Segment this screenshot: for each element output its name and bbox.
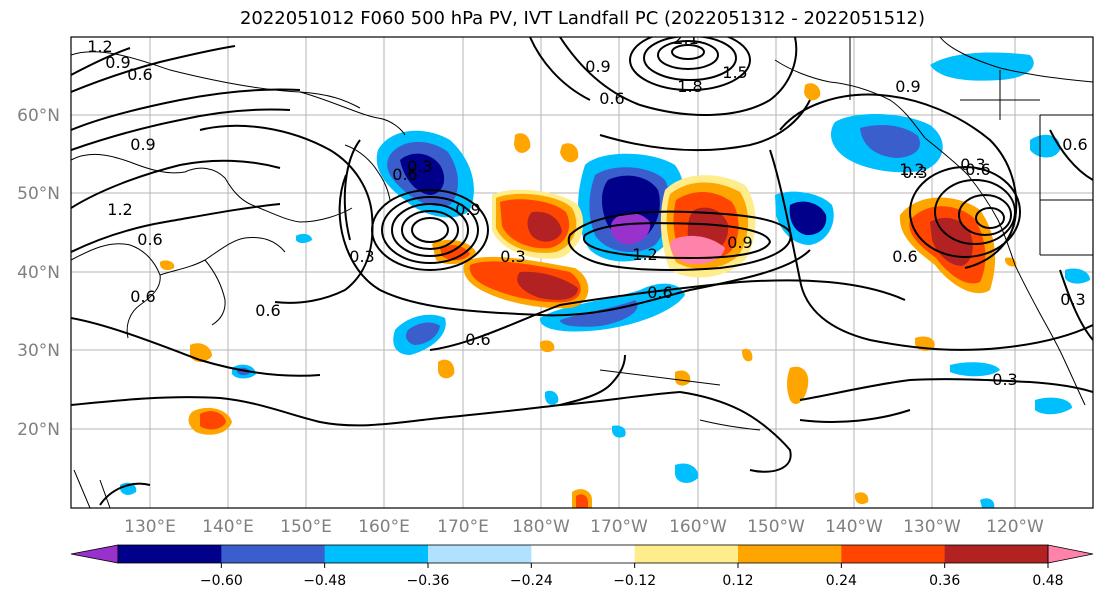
colorbar-tick-label: 0.36 [929,573,960,589]
latitude-label: 50°N [17,184,60,204]
pv-contours [71,37,1093,506]
colorbar-tick-label: −0.48 [303,573,346,589]
contour-label: 2.1 [673,29,698,48]
contour-label: 0.6 [892,247,917,266]
contour-label: 1.2 [87,37,112,56]
contour-label: 0.3 [902,163,927,182]
colorbar-segment [944,545,1049,563]
contour-label: 0.9 [455,200,480,219]
contour-label: 0.9 [895,77,920,96]
contour-label: 1.5 [722,63,747,82]
contour-labels: 1.20.90.60.91.20.60.60.60.30.90.3 1.20.90… [87,29,1087,389]
contour-label: 0.6 [137,230,162,249]
contour-label: 1.2 [899,160,924,179]
contour-label: 1.2 [632,245,657,264]
contour-label: 0.9 [727,233,752,252]
colorbar [70,544,1094,564]
latitude-label: 40°N [17,263,60,283]
contour-label: 0.6 [392,165,417,184]
colorbar-extend-max [1047,544,1094,564]
contour-label: 1.2 [107,200,132,219]
contour-label: 0.3 [992,370,1017,389]
colorbar-tick-label: −0.36 [407,573,450,589]
latitude-label: 60°N [17,106,60,126]
latitude-label: 20°N [17,420,60,440]
colorbar-segment [531,545,636,563]
colorbar-tick-label: −0.60 [200,573,243,589]
longitude-label: 130°W [903,517,961,537]
contour-label: 0.6 [465,330,490,349]
contour-label: 0.3 [349,247,374,266]
gridlines [71,37,1093,508]
contour-label: 0.3 [960,155,985,174]
longitude-label: 120°W [986,517,1044,537]
colorbar-segment [841,545,946,563]
colorbar-tick-labels: −0.60 −0.48 −0.36 −0.24 −0.12 0.12 0.24 0.36 0.4… [200,563,1064,589]
map-title: 2022051012 F060 500 hPa PV, IVT Landfall… [239,8,926,29]
contour-label: 0.3 [500,247,525,266]
contour-label: 0.3 [1060,290,1085,309]
colorbar-tick-label: −0.24 [510,573,553,589]
contour-label: 0.6 [647,283,672,302]
contour-label: 0.6 [130,287,155,306]
map-plot-area: 1.20.90.60.91.20.60.60.60.30.90.3 1.20.90… [71,29,1093,508]
colorbar-segment [221,545,326,563]
contour-label: 0.3 [407,157,432,176]
contour-label: 1.8 [677,77,702,96]
longitude-label: 150°W [747,517,805,537]
colorbar-segment [324,545,429,563]
latitude-labels: 60°N 50°N 40°N 30°N 20°N [17,106,60,440]
colorbar-extend-min [70,544,119,564]
colorbar-tick-label: 0.24 [826,573,857,589]
colorbar-segment [738,545,842,563]
contour-label: 0.9 [105,53,130,72]
colorbar-segment [118,545,222,563]
longitude-label: 140°W [825,517,883,537]
longitude-label: 160°E [358,517,410,537]
longitude-label: 150°E [280,517,332,537]
colorbar-tick-label: 0.12 [722,573,753,589]
longitude-label: 170°E [437,517,489,537]
contour-label: 0.9 [585,57,610,76]
colorbar-segment [634,545,739,563]
longitude-label: 140°E [202,517,254,537]
coastlines [71,37,1093,508]
contour-label: 0.6 [599,89,624,108]
colorbar-tick-label: 0.48 [1032,573,1063,589]
latitude-label: 30°N [17,341,60,361]
longitude-labels: 130°E 140°E 150°E 160°E 170°E 180°W 170°W 160°W… [124,517,1044,537]
longitude-label: 160°W [669,517,727,537]
contour-label: 0.9 [130,135,155,154]
map-border [70,36,1094,509]
longitude-label: 130°E [124,517,176,537]
contour-label: 0.6 [255,301,280,320]
contour-label: 0.6 [1062,135,1087,154]
contour-label: 0.6 [127,65,152,84]
contour-label: 0.6 [965,160,990,179]
longitude-label: 180°W [512,517,570,537]
colorbar-tick-label: −0.12 [613,573,656,589]
colorbar-segment [428,545,532,563]
longitude-label: 170°W [590,517,648,537]
